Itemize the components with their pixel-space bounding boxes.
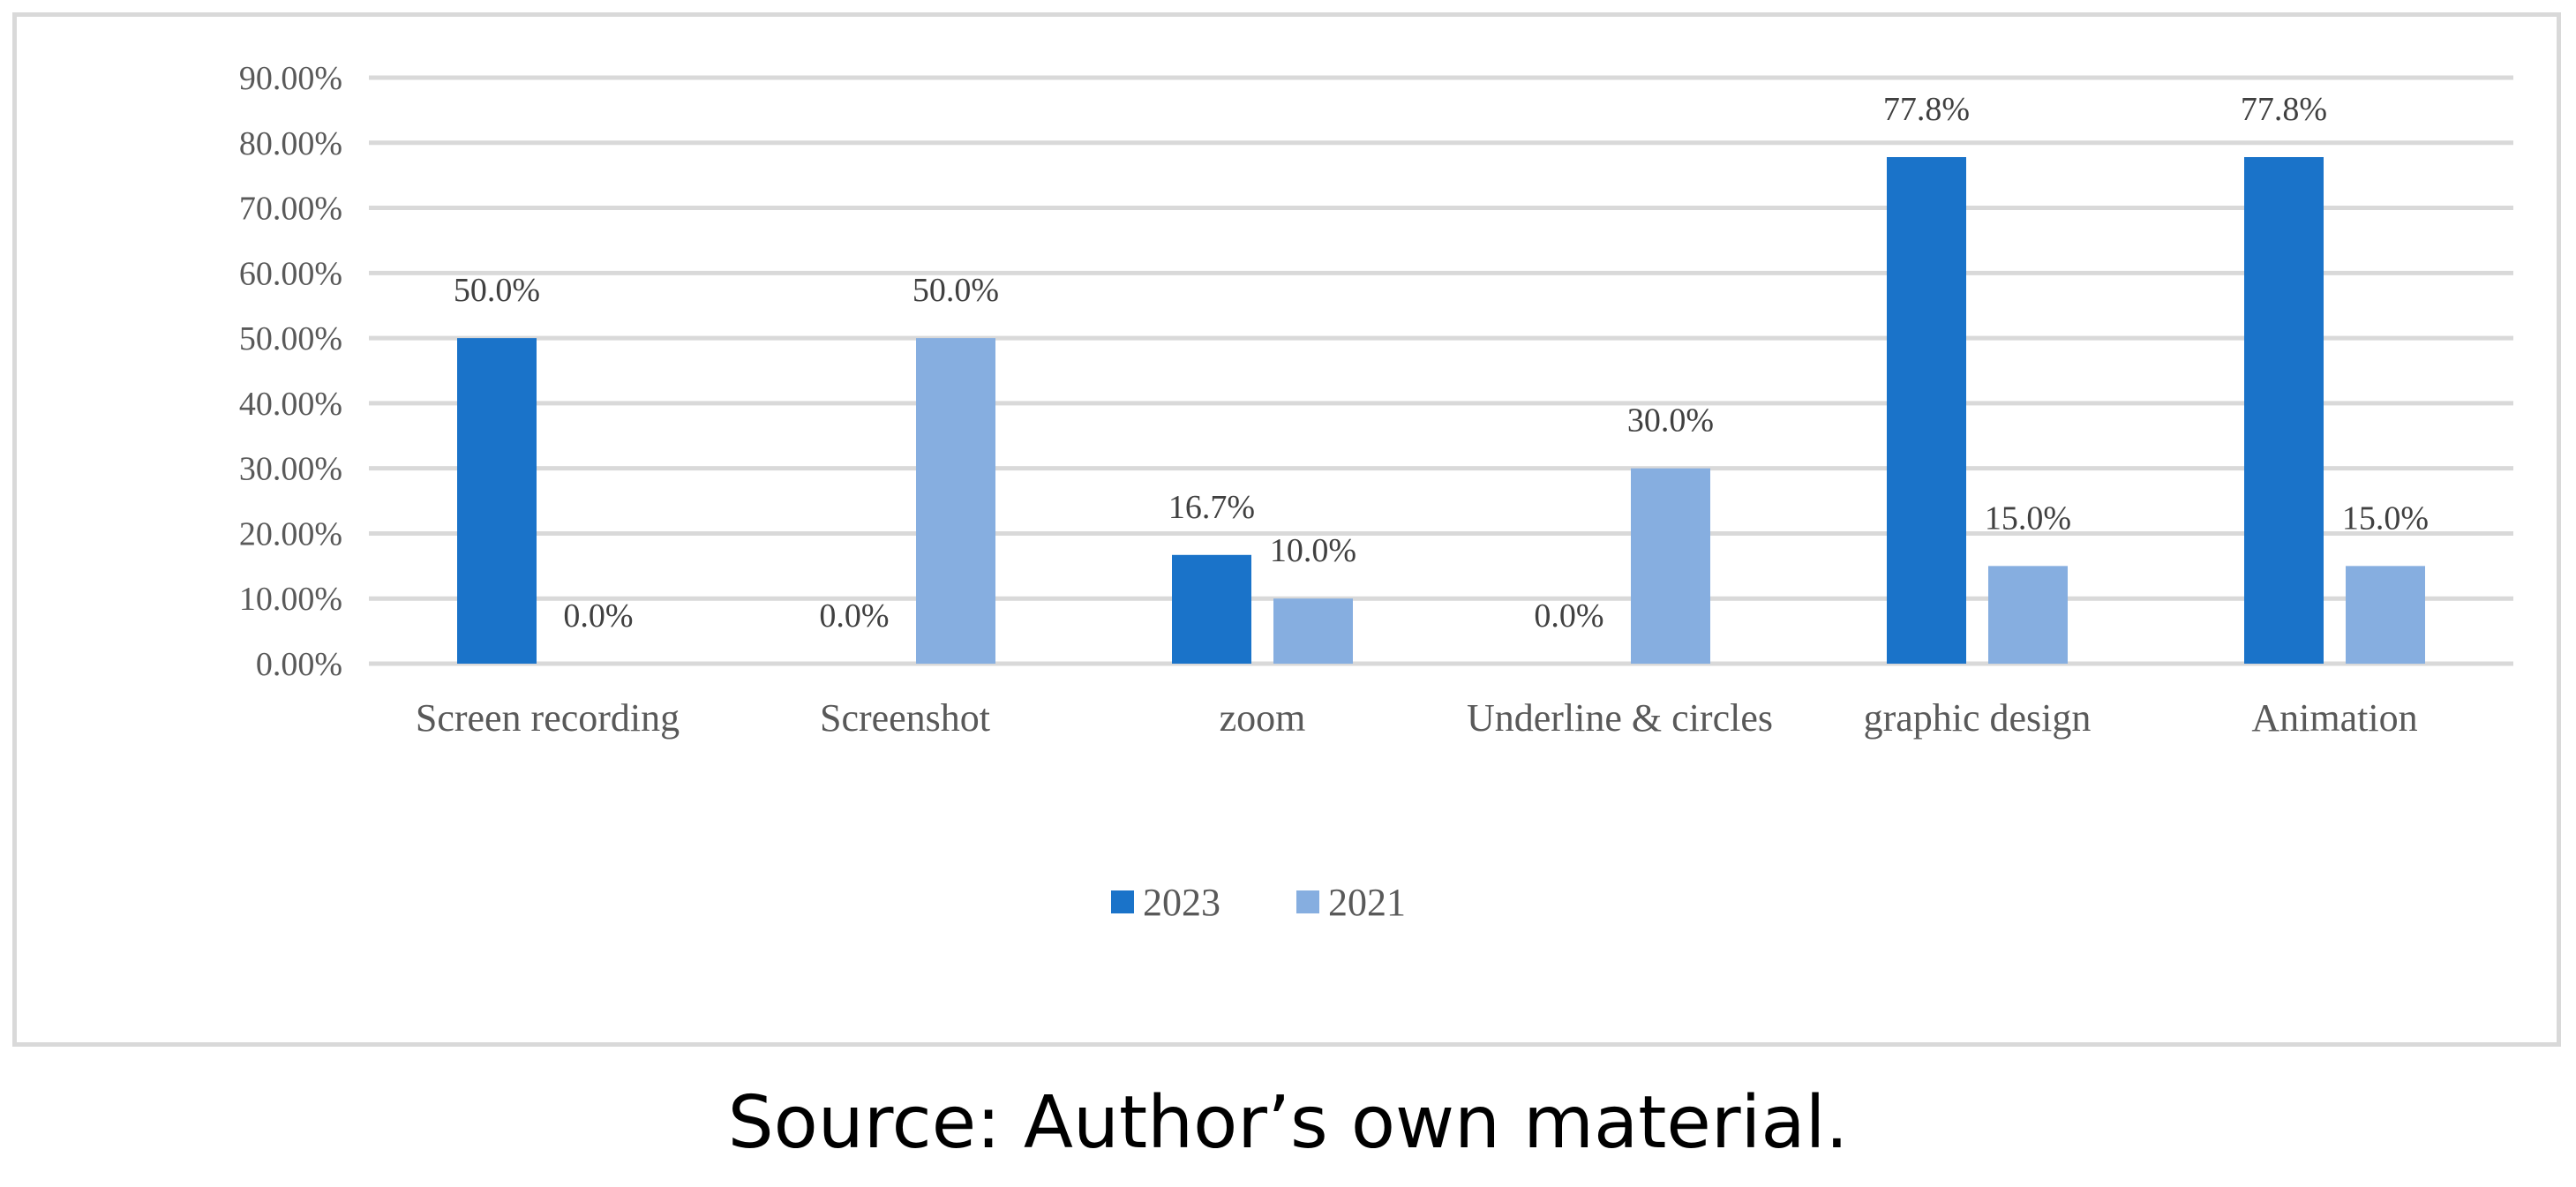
legend-swatch: [1296, 890, 1319, 913]
data-label: 15.0%: [2342, 500, 2429, 537]
bar: [2244, 157, 2324, 664]
x-tick-label: Underline & circles: [1467, 696, 1773, 740]
y-tick-label: 70.00%: [239, 191, 342, 228]
x-tick-label: graphic design: [1864, 696, 2092, 740]
data-label: 30.0%: [1627, 402, 1714, 439]
bar: [1887, 157, 1966, 664]
source-caption: Source: Author’s own material.: [727, 1081, 1849, 1165]
y-tick-label: 20.00%: [239, 515, 342, 552]
y-tick-label: 80.00%: [239, 125, 342, 162]
data-label: 77.8%: [2241, 91, 2327, 128]
legend-label: 2023: [1143, 881, 1220, 924]
data-label: 0.0%: [563, 597, 633, 635]
x-tick-label: Screenshot: [820, 696, 990, 740]
bar-chart: 0.00% 10.00% 20.00% 30.00% 40.00% 50.00% 60.00…: [239, 60, 2513, 924]
bar: [1172, 554, 1251, 664]
data-label: 77.8%: [1883, 91, 1970, 128]
x-tick-label: Screen recording: [416, 696, 680, 740]
data-label: 16.7%: [1168, 489, 1255, 526]
x-tick-label: Animation: [2251, 696, 2417, 740]
data-label: 15.0%: [1985, 500, 2071, 537]
bar: [1988, 566, 2068, 664]
y-tick-label: 30.00%: [239, 451, 342, 488]
bar: [1273, 598, 1353, 664]
chart-frame: [12, 12, 2561, 1047]
data-label: 50.0%: [912, 272, 999, 309]
y-tick-label: 10.00%: [239, 581, 342, 618]
y-tick-label: 40.00%: [239, 386, 342, 423]
y-tick-label: 0.00%: [256, 646, 342, 683]
y-tick-label: 50.00%: [239, 320, 342, 357]
y-tick-label: 60.00%: [239, 255, 342, 292]
bar: [916, 338, 995, 664]
bar: [2346, 566, 2425, 664]
data-label: 0.0%: [1534, 597, 1603, 635]
legend-label: 2021: [1328, 881, 1406, 924]
data-label: 50.0%: [454, 272, 540, 309]
bar: [1631, 468, 1710, 664]
data-label: 10.0%: [1270, 532, 1356, 569]
y-tick-label: 90.00%: [239, 60, 342, 97]
legend-swatch: [1111, 890, 1134, 913]
x-tick-label: zoom: [1220, 696, 1306, 740]
bar: [457, 338, 537, 664]
data-label: 0.0%: [819, 597, 889, 635]
